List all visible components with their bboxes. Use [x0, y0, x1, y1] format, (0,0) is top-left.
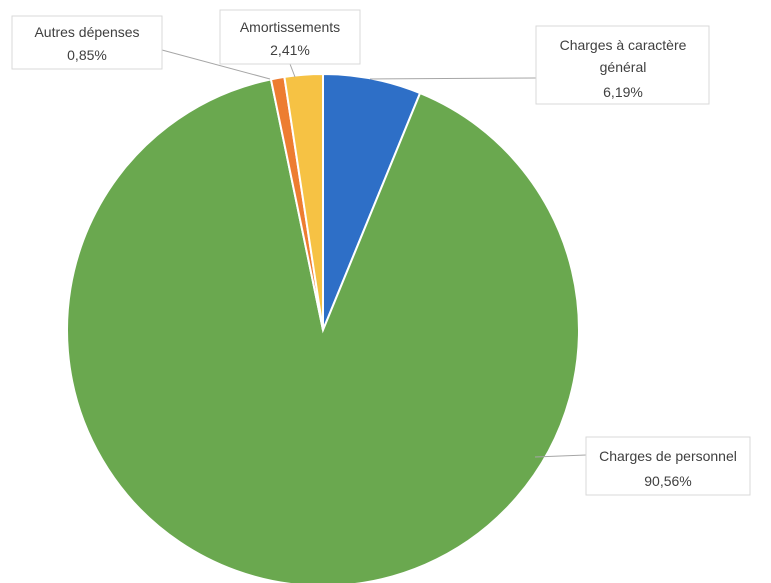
data-label-name: Charges de personnel	[599, 448, 737, 464]
data-labels: Charges à caractère général 6,19% Charges d…	[11, 9, 751, 496]
data-label-box	[585, 436, 751, 496]
data-label-amortissements: Amortissements 2,41%	[219, 9, 361, 65]
pie-slice-charges-de-personnel	[66, 78, 580, 583]
leader-line-autres-depenses	[161, 49, 271, 80]
leader-line-charges-a-caractere-general	[369, 77, 537, 80]
leader-line-charges-de-personnel	[534, 454, 587, 458]
data-label-autres-depenses: Autres dépenses 0,85%	[11, 15, 163, 70]
data-label-box	[11, 15, 163, 70]
data-label-name: Charges à caractère	[560, 37, 687, 53]
data-label-charges-de-personnel: Charges de personnel 90,56%	[585, 436, 751, 496]
data-label-box	[535, 25, 710, 105]
data-label-value: 6,19%	[603, 84, 643, 100]
data-label-value: 90,56%	[644, 473, 691, 489]
leader-lines	[161, 49, 587, 458]
pie-slice-amortissements	[283, 72, 324, 331]
data-label-value: 2,41%	[270, 42, 310, 58]
data-label-name: Autres dépenses	[34, 24, 139, 40]
pie-slices	[66, 72, 580, 583]
data-label-value: 0,85%	[67, 47, 107, 63]
data-label-name: Amortissements	[240, 19, 340, 35]
leader-line-amortissements	[289, 63, 296, 78]
data-label-box	[219, 9, 361, 65]
data-label-name: général	[600, 59, 647, 75]
data-label-charges-a-caractere-general: Charges à caractère général 6,19%	[535, 25, 710, 105]
